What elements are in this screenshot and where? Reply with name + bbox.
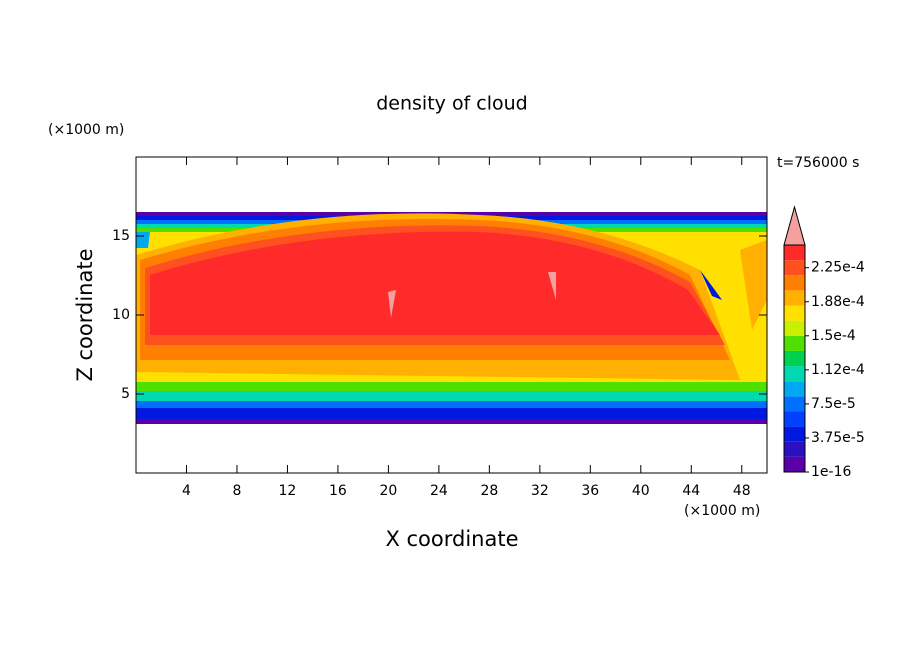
chart-title: density of cloud bbox=[376, 93, 528, 115]
x-tick-label: 12 bbox=[279, 483, 297, 499]
x-tick-label: 32 bbox=[531, 483, 549, 499]
x-tick-label: 40 bbox=[632, 483, 650, 499]
colorbar-tick-label: 1.5e-4 bbox=[811, 328, 856, 344]
x-tick-label: 4 bbox=[182, 483, 191, 499]
x-tick-label: 16 bbox=[329, 483, 347, 499]
y-tick-label: 5 bbox=[121, 386, 130, 402]
colorbar-tick-label: 7.5e-5 bbox=[811, 396, 856, 412]
colorbar-tick-label: 1.12e-4 bbox=[811, 362, 865, 378]
y-axis-label: Z coordinate bbox=[73, 248, 97, 381]
x-tick-label: 24 bbox=[430, 483, 448, 499]
colorbar-bin bbox=[784, 320, 805, 336]
colorbar-tick-label: 1.88e-4 bbox=[811, 294, 865, 310]
y-tick-label: 15 bbox=[112, 228, 130, 244]
time-label: t=756000 s bbox=[777, 155, 859, 171]
contour-field bbox=[136, 212, 767, 424]
colorbar-bin bbox=[784, 350, 805, 367]
colorbar-bin bbox=[784, 366, 805, 382]
colorbar-tick-label: 3.75e-5 bbox=[811, 430, 865, 446]
y-tick-label: 10 bbox=[112, 307, 130, 323]
colorbar-bin bbox=[784, 426, 805, 442]
colorbar-frame bbox=[783, 244, 806, 473]
x-tick-label: 48 bbox=[733, 483, 751, 499]
x-tick-label: 36 bbox=[581, 483, 599, 499]
x-tick-label: 8 bbox=[232, 483, 241, 499]
colorbar-bin bbox=[784, 290, 805, 306]
colorbar-tick-label: 2.25e-4 bbox=[811, 260, 865, 276]
colorbar-bin bbox=[784, 275, 805, 291]
colorbar-bin bbox=[784, 305, 805, 321]
colorbar-bin bbox=[784, 335, 805, 351]
colorbar-bin bbox=[784, 260, 805, 276]
y-unit: (×1000 m) bbox=[48, 122, 124, 138]
colorbar-bin bbox=[784, 396, 805, 412]
colorbar-bin bbox=[784, 456, 805, 472]
colorbar-bin bbox=[784, 381, 805, 397]
x-tick-label: 20 bbox=[379, 483, 397, 499]
colorbar-bin bbox=[784, 245, 805, 261]
colorbar-bin bbox=[784, 411, 805, 427]
x-unit: (×1000 m) bbox=[684, 503, 760, 519]
x-tick-label: 44 bbox=[682, 483, 700, 499]
x-axis-label: X coordinate bbox=[385, 527, 518, 551]
colorbar-bin bbox=[784, 441, 805, 457]
colorbar-tick-label: 1e-16 bbox=[811, 464, 851, 480]
x-tick-label: 28 bbox=[480, 483, 498, 499]
colorbar-extension bbox=[783, 205, 806, 246]
